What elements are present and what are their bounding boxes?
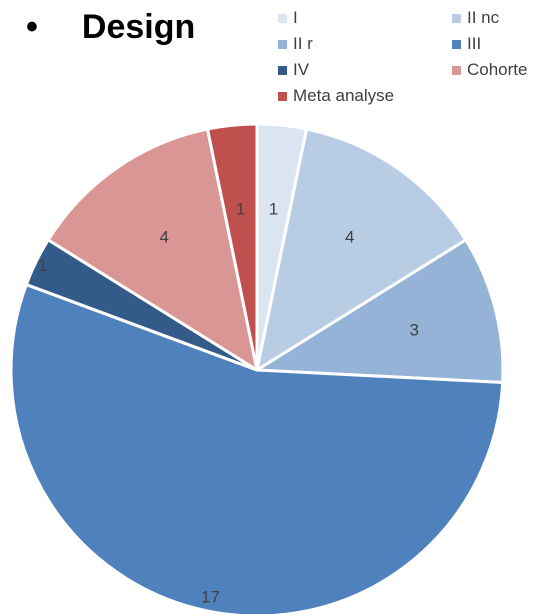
legend-label: Meta analyse [293,86,395,105]
pie-slice-ii-nc [255,127,468,372]
legend-label: IV [293,60,310,79]
legend-label: I [293,8,298,27]
data-label-ii-r: 3 [409,320,418,339]
data-label-i: 1 [269,199,278,218]
pie-slice-meta-analyse [205,122,259,372]
legend-item-meta-analyse: Meta analyse [278,84,452,108]
legend-item-ii-nc: II nc [452,6,552,30]
legend-swatch [278,91,287,101]
data-label-ii-nc: 4 [345,228,354,247]
legend-item-cohorte: Cohorte [452,58,552,82]
legend-item-i: I [278,6,452,30]
legend-label: Cohorte [467,60,528,79]
legend-swatch [278,13,287,23]
legend-swatch [452,13,461,23]
legend-item-iii: III [452,32,552,56]
pie-slice-cohorte [46,127,259,372]
legend-label: II nc [467,8,500,27]
pie-slice-iii [9,283,505,614]
chart-legend: I II nc II r III IV Cohorte Meta analyse [278,6,554,108]
data-label-meta-analyse: 1 [236,199,245,218]
legend-swatch [452,39,461,49]
legend-label: II r [293,34,313,53]
data-label-iii: 17 [201,588,220,607]
slide-heading: • Design [26,2,195,52]
heading-text: Design [81,7,196,46]
data-label-cohorte: 4 [160,228,169,247]
legend-swatch [278,39,287,49]
legend-item-ii-r: II r [278,32,452,56]
legend-item-iv: IV [278,58,452,82]
data-label-iv: 1 [38,256,47,275]
bullet-point: • [26,7,38,46]
pie-slice-ii-r [255,238,505,384]
legend-label: III [467,34,482,53]
legend-swatch [278,65,287,75]
legend-swatch [452,65,461,75]
